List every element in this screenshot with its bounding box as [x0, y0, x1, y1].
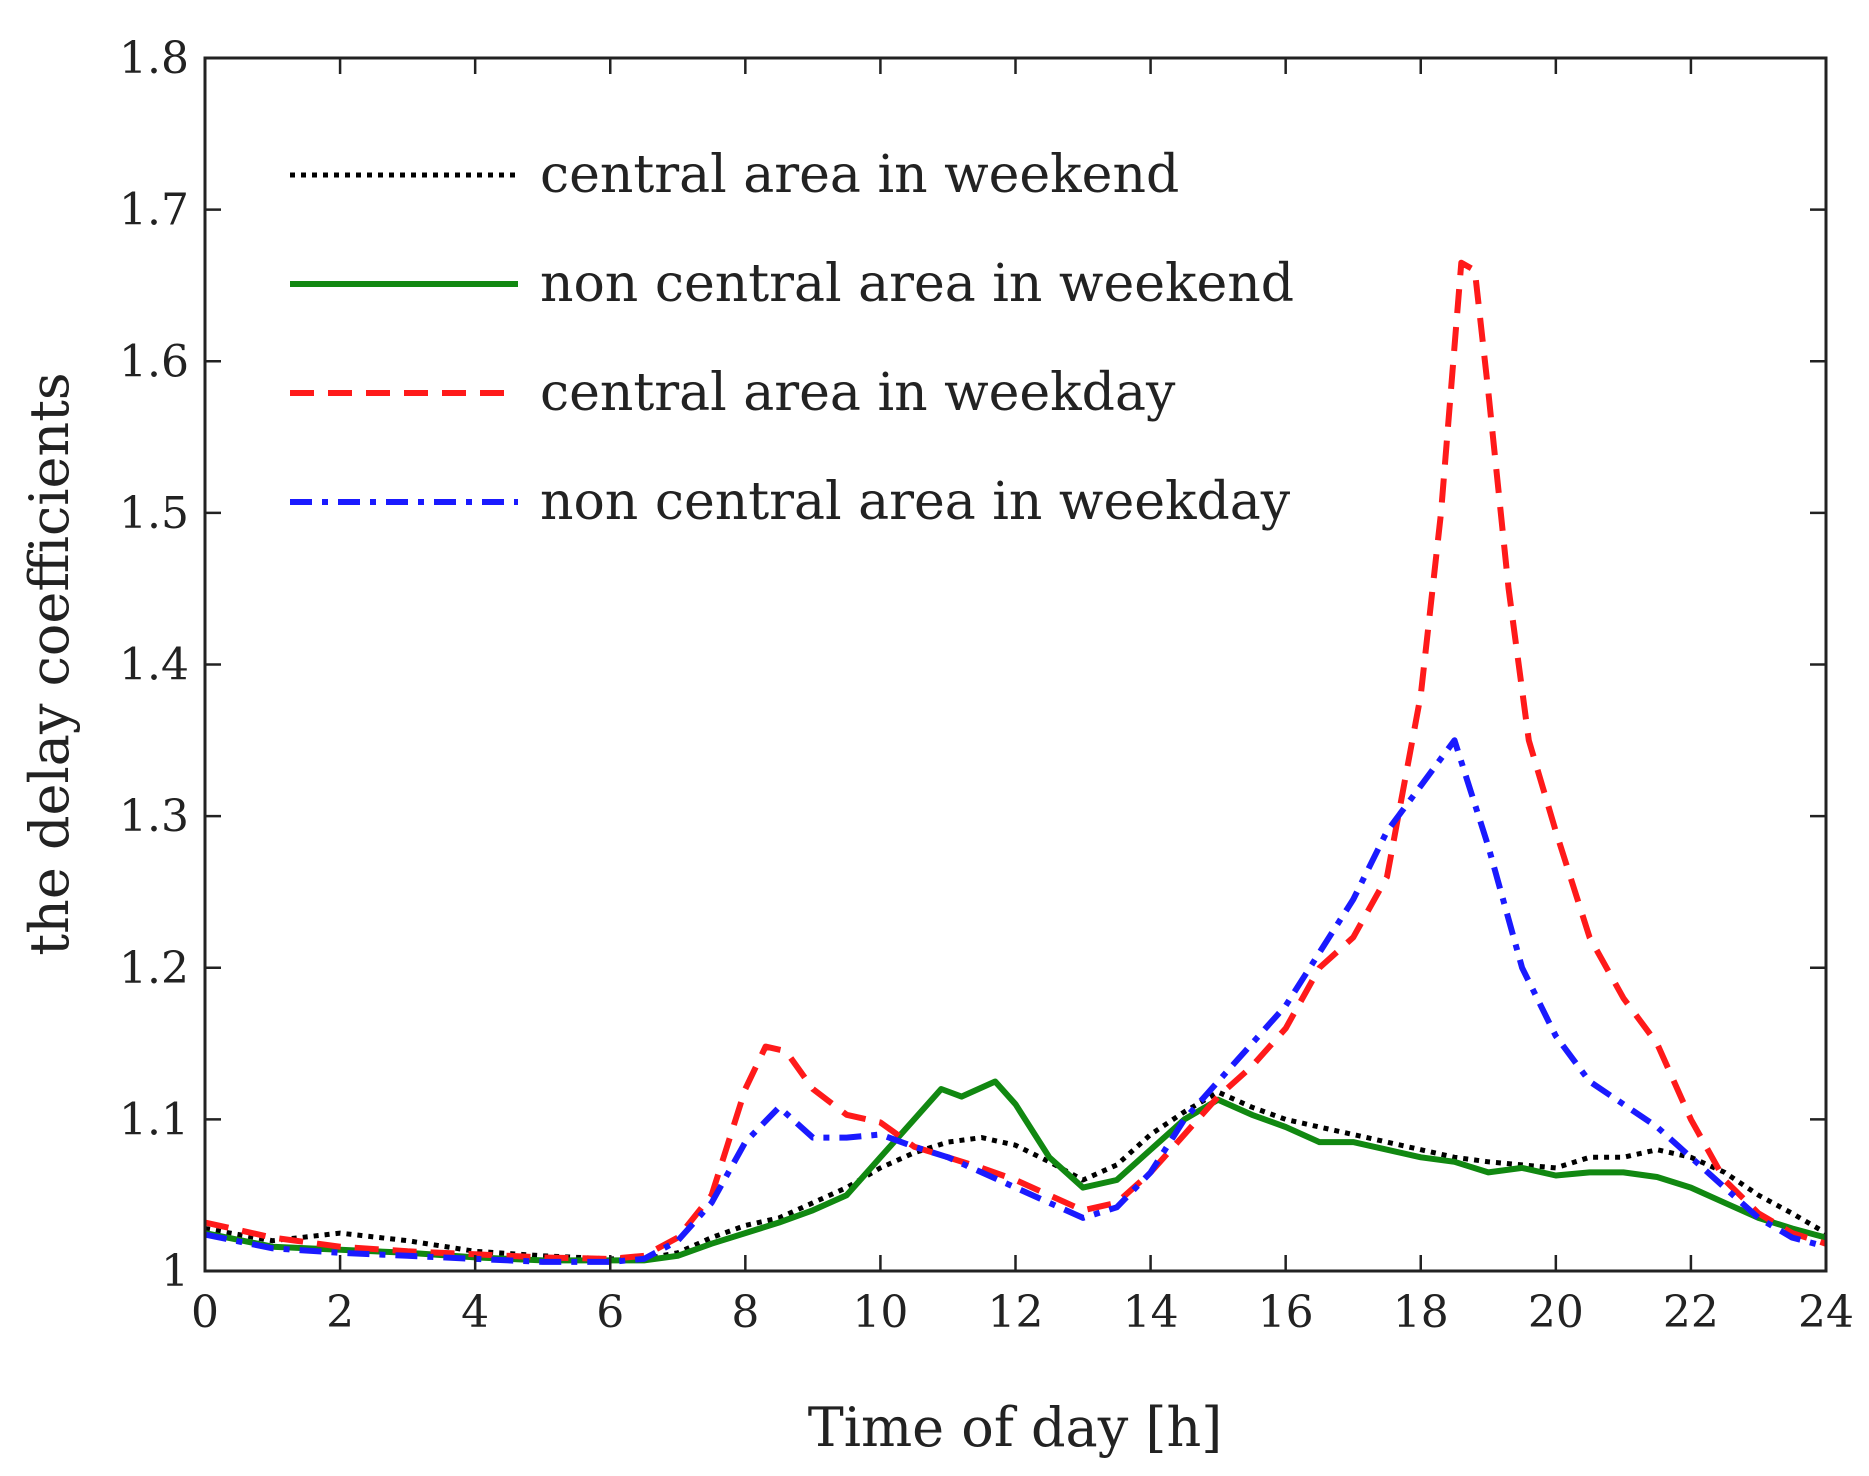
x-tick-label: 14 — [1123, 1287, 1179, 1338]
series-line-2 — [204, 1078, 1827, 1264]
x-tick-label: 18 — [1393, 1287, 1449, 1338]
x-tick-label: 24 — [1798, 1287, 1854, 1338]
x-axis-label: Time of day [h] — [808, 1396, 1223, 1459]
x-tick-label: 2 — [326, 1287, 354, 1338]
axis-ticks: 0 2 4 6 8 10 12 14 16 18 20 22 2411.11.21.31.41.51.6… — [119, 33, 1854, 1338]
y-tick-label: 1.3 — [119, 791, 189, 842]
legend-label-1: central area in weekend — [540, 145, 1179, 205]
series-layer — [204, 259, 1828, 1265]
x-tick-label: 4 — [461, 1287, 489, 1338]
legend-label-2: non central area in weekend — [540, 254, 1294, 314]
y-tick-label: 1.2 — [119, 943, 189, 994]
y-tick-label: 1.4 — [119, 640, 189, 691]
x-tick-label: 12 — [988, 1287, 1044, 1338]
legend: central area in weekend non central area … — [290, 145, 1294, 532]
x-tick-label: 20 — [1528, 1287, 1584, 1338]
legend-label-3: central area in weekday — [540, 363, 1176, 423]
x-tick-label: 10 — [852, 1287, 908, 1338]
y-tick-label: 1.5 — [119, 488, 189, 539]
y-tick-label: 1.7 — [119, 185, 189, 236]
series-line-4 — [204, 737, 1827, 1265]
y-tick-label: 1.6 — [119, 336, 189, 387]
y-tick-label: 1.8 — [119, 33, 189, 84]
y-tick-label: 1 — [161, 1246, 189, 1297]
x-tick-label: 22 — [1663, 1287, 1719, 1338]
plot-background — [205, 58, 1826, 1271]
x-tick-label: 6 — [596, 1287, 624, 1338]
x-tick-label: 8 — [731, 1287, 759, 1338]
x-tick-label: 0 — [191, 1287, 219, 1338]
legend-label-4: non central area in weekday — [540, 472, 1291, 532]
y-axis-label: the delay coefficients — [18, 372, 81, 955]
plot-frame — [203, 56, 1828, 1273]
x-tick-label: 16 — [1258, 1287, 1314, 1338]
y-tick-label: 1.1 — [119, 1094, 189, 1145]
